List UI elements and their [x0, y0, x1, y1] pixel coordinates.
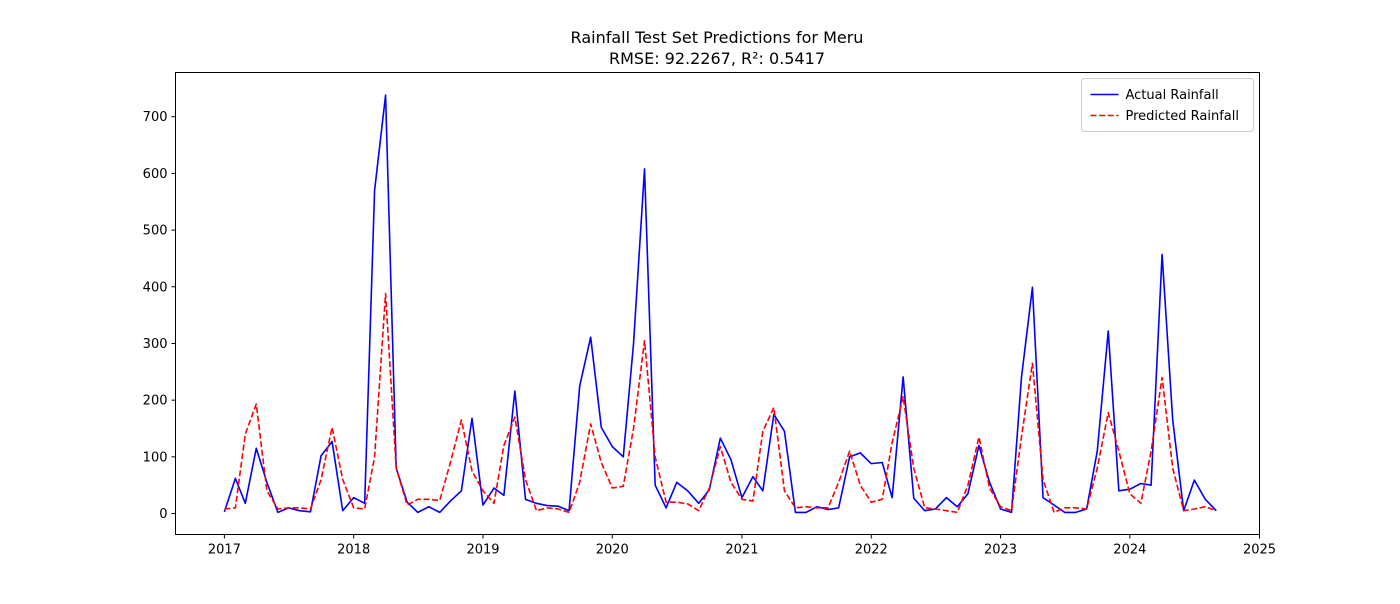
x-tick-label: 2020: [596, 543, 629, 558]
y-tick-label: 0: [159, 507, 167, 522]
actual-rainfall-line: [223, 94, 1217, 514]
x-tick-label: 2024: [1113, 543, 1146, 558]
series-layer: [223, 94, 1217, 514]
y-tick-label: 500: [143, 224, 168, 239]
x-tick-label: 2025: [1243, 543, 1276, 558]
y-tick-label: 700: [143, 110, 168, 125]
x-tick-label: 2018: [337, 543, 370, 558]
plot-area: [175, 72, 1260, 535]
y-tick-label: 100: [143, 450, 168, 465]
y-tick-label: 400: [143, 280, 168, 295]
legend-frame: [1081, 78, 1254, 132]
x-tick-label: 2017: [208, 543, 241, 558]
x-tick-label: 2019: [466, 543, 499, 558]
x-axis: 2017 2018 2019 2020 2021 2022 2023 2024 2025: [208, 534, 1276, 558]
y-tick-label: 300: [143, 337, 168, 352]
y-tick-label: 200: [143, 394, 168, 409]
legend-label: Predicted Rainfall: [1126, 109, 1240, 124]
predicted-rainfall-line: [224, 292, 1217, 514]
x-tick-label: 2021: [725, 543, 758, 558]
chart-subtitle: RMSE: 92.2267, R²: 0.5417: [609, 49, 825, 68]
legend: Actual Rainfall Predicted Rainfall: [1081, 78, 1254, 132]
legend-label: Actual Rainfall: [1126, 88, 1219, 103]
x-tick-label: 2022: [855, 543, 888, 558]
x-tick-label: 2023: [984, 543, 1017, 558]
y-axis: 0 100 200 300 400 500 600 700: [143, 110, 176, 522]
chart-title: Rainfall Test Set Predictions for Meru: [571, 28, 864, 47]
y-tick-label: 600: [143, 167, 168, 182]
